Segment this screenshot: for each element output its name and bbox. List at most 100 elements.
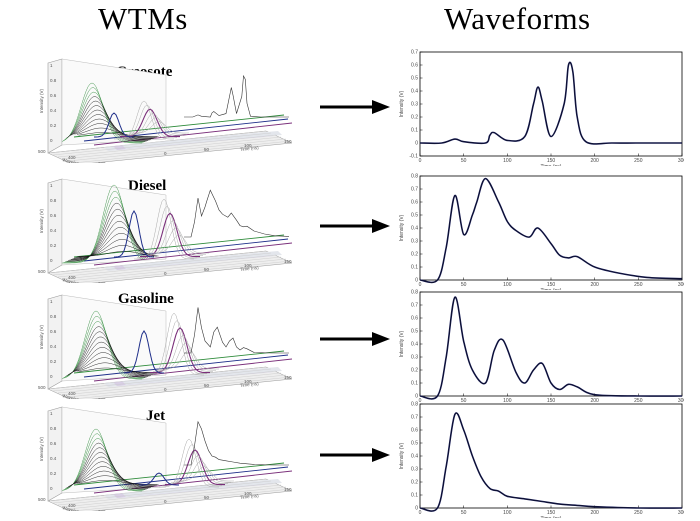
waveform-y-tick: 0 (415, 278, 418, 284)
waveform-y-tick: 0.4 (411, 454, 418, 460)
wtm-time-tick: 150 (284, 259, 292, 264)
wtm-wavelength-tick: 400 (68, 503, 76, 508)
wtm-time-tick: 150 (284, 487, 292, 492)
waveform-plot: 0.8 0.7 0.6 0.5 0.4 0.3 0.2 0.1 00 50 100 150 200 250… (399, 174, 684, 290)
waveform-x-tick: 200 (590, 158, 599, 164)
wtm-time-tick: 0 (164, 387, 167, 392)
waveform-x-tick: 150 (547, 398, 556, 404)
wtm-intensity-tick: 0.8 (50, 314, 57, 319)
waveform-x-tick: 150 (547, 282, 556, 288)
wtm-intensity-tick: 0 (50, 374, 53, 379)
waveform-y-axis-label: Intensity (V) (399, 214, 405, 241)
waveform-x-tick: 300 (678, 510, 684, 516)
fuel-label: Jet (146, 408, 166, 424)
waveform-x-tick: 100 (503, 282, 512, 288)
waveform-y-tick: 0.1 (411, 381, 418, 387)
waveform-x-axis-label: Time (ns) (541, 516, 562, 518)
waveform-x-tick: 50 (461, 398, 467, 404)
wtm-3d-plot: Intensity (V)10.80.60.40.20Wavelength (n… (38, 178, 293, 283)
wtm-wavelength-tick: 300 (98, 509, 106, 511)
waveform-x-tick: 150 (547, 158, 556, 164)
wtm-intensity-tick: 0 (50, 486, 53, 491)
waveform-y-tick: 0.2 (411, 115, 418, 121)
wtm-intensity-tick: 0.4 (50, 108, 57, 113)
waveform-y-axis-label: Intensity (V) (399, 442, 405, 469)
waveform-y-tick: 0.2 (411, 368, 418, 374)
wtm-intensity-axis-label: Intensity (V) (39, 436, 44, 461)
waveform-y-axis-label: Intensity (V) (399, 90, 405, 117)
waveform-y-tick: 0.6 (411, 316, 418, 322)
wtm-3d-plot: Intensity (V)10.80.60.40.20Wavelength (n… (38, 406, 293, 511)
wtm-time-tick: 50 (204, 495, 210, 500)
waveform-y-tick: 0.5 (411, 76, 418, 82)
waveform-x-axis-label: Time (ns) (541, 288, 562, 290)
wtm-time-axis-label: Time (ns) (240, 265, 260, 272)
waveform-x-tick: 0 (419, 398, 422, 404)
wtm-time-tick: 0 (164, 499, 167, 504)
waveform-y-tick: 0.6 (411, 428, 418, 434)
waveform-x-tick: 50 (461, 282, 467, 288)
wtm-intensity-tick: 0.8 (50, 426, 57, 431)
arrow-icon (320, 219, 390, 233)
waveform-y-tick: 0.1 (411, 493, 418, 499)
wtm-wavelength-tick: 300 (98, 161, 106, 163)
wtm-time-tick: 100 (244, 143, 252, 148)
wtm-time-axis-label: Time (ns) (240, 381, 260, 388)
waveform-x-tick: 0 (419, 282, 422, 288)
waveform-y-tick: 0 (415, 141, 418, 147)
waveform-y-tick: 0.8 (411, 174, 418, 180)
waveform-x-axis-label: Time (ns) (541, 164, 562, 166)
wtm-intensity-axis-label: Intensity (V) (39, 88, 44, 113)
wtm-time-tick: 0 (164, 271, 167, 276)
wtm-wavelength-tick: 300 (98, 397, 106, 399)
wtm-intensity-axis-label: Intensity (V) (39, 208, 44, 233)
waveform-y-tick: 0 (415, 394, 418, 400)
waveform-y-tick: 0.7 (411, 303, 418, 309)
waveform-y-tick: 0.7 (411, 415, 418, 421)
waveform-x-tick: 250 (634, 510, 643, 516)
wtm-wavelength-tick: 400 (68, 155, 76, 160)
waveform-y-tick: 0.4 (411, 342, 418, 348)
arrow-icon (320, 100, 390, 114)
wtm-intensity-tick: 0.2 (50, 243, 57, 248)
wtms-column-title: WTMs (98, 1, 188, 36)
arrow-icon (320, 332, 390, 346)
wtm-intensity-tick: 0.6 (50, 213, 57, 218)
waveform-y-tick: 0.4 (411, 89, 418, 95)
waveform-x-tick: 50 (461, 510, 467, 516)
wtm-3d-plot: Intensity (V)10.80.60.40.20Wavelength (n… (38, 58, 293, 163)
wtm-time-axis-label: Time (ns) (240, 493, 260, 500)
waveform-plot: 0.70.60.50.40.30.20.10-0.10 50 100 150 200 25… (399, 50, 684, 166)
waveform-x-tick: 300 (678, 282, 684, 288)
wtm-wavelength-tick: 500 (38, 385, 46, 390)
waveform-x-tick: 100 (503, 398, 512, 404)
wtm-intensity-tick: 0.4 (50, 344, 57, 349)
waveform-x-tick: 200 (590, 510, 599, 516)
wtm-time-tick: 50 (204, 383, 210, 388)
waveform-plot: 0.8 0.7 0.6 0.5 0.4 0.3 0.2 0.1 00 50 100 150 200 250… (399, 402, 684, 518)
waveform-y-tick: 0.7 (411, 50, 418, 56)
waveform-x-tick: 250 (634, 158, 643, 164)
waveform-x-tick: 100 (503, 158, 512, 164)
fuel-label: Gasoline (118, 291, 174, 307)
wtm-time-axis-label: Time (ns) (240, 145, 260, 152)
wtm-wavelength-tick: 500 (38, 497, 46, 502)
wtm-intensity-tick: 0.4 (50, 456, 57, 461)
waveform-x-tick: 50 (461, 158, 467, 164)
waveform-y-tick: 0.4 (411, 226, 418, 232)
wtm-wavelength-tick: 300 (98, 281, 106, 283)
wtm-time-tick: 0 (164, 151, 167, 156)
waveform-y-tick: 0.1 (411, 265, 418, 271)
waveform-x-tick: 250 (634, 282, 643, 288)
waveform-x-tick: 300 (678, 158, 684, 164)
waveform-x-tick: 200 (590, 282, 599, 288)
waveform-y-tick: 0.8 (411, 290, 418, 296)
waveform-y-tick: 0.5 (411, 329, 418, 335)
fuel-row-creosote: CreosoteIntensity (V)10.80.60.40.20Wavel… (0, 0, 700, 166)
wtm-intensity-tick: 0.2 (50, 359, 57, 364)
waveform-y-tick: 0.3 (411, 467, 418, 473)
waveform-y-tick: -0.1 (409, 154, 418, 160)
wtm-intensity-tick: 0.6 (50, 441, 57, 446)
arrow-icon (320, 448, 390, 462)
